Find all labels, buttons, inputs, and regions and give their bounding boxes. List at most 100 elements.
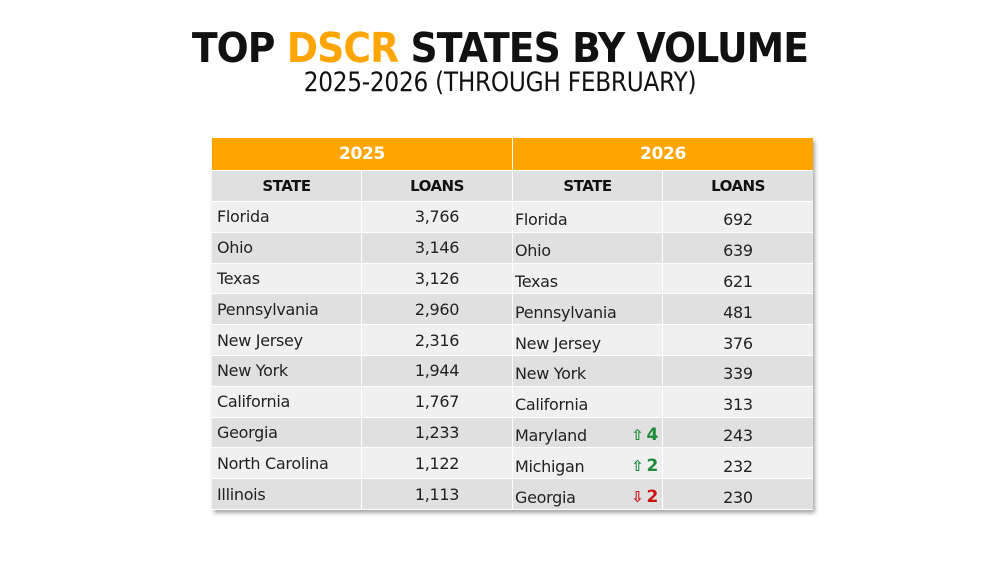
year-header: 2025 xyxy=(212,138,512,170)
state-cell: California xyxy=(513,386,662,417)
table-2025: 2025 STATE LOANS Florida 3,766 Ohio 3,146 Te… xyxy=(212,138,512,510)
table-body: Florida 692 Ohio 639 Texas 621 Pennsylvania 481… xyxy=(513,201,813,509)
table-row: Georgia ⇩ 2 230 xyxy=(513,479,813,509)
state-cell: Ohio xyxy=(513,232,662,263)
column-header-loans: LOANS xyxy=(663,171,813,201)
state-name: Pennsylvania xyxy=(217,299,319,319)
state-name: Ohio xyxy=(217,238,253,258)
state-name: Texas xyxy=(217,268,260,288)
loans-cell: 339 xyxy=(663,355,813,386)
state-name: Georgia xyxy=(217,422,278,442)
state-cell: Illinois xyxy=(212,479,361,509)
table-row: Pennsylvania 2,960 xyxy=(212,294,512,325)
state-cell: New York xyxy=(513,355,662,386)
loans-cell: 376 xyxy=(663,325,813,355)
state-cell: Texas xyxy=(513,263,662,294)
rank-change-badge: ⇧ 4 xyxy=(631,425,658,445)
state-cell: Florida xyxy=(212,202,361,232)
state-name: Ohio xyxy=(515,241,551,261)
state-name: New Jersey xyxy=(217,330,303,350)
state-cell: New York xyxy=(212,355,361,386)
rank-change-badge: ⇧ 2 xyxy=(631,456,658,476)
state-name: North Carolina xyxy=(217,453,329,473)
arrow-up-icon: ⇧ xyxy=(631,426,644,445)
state-cell: Maryland ⇧ 4 xyxy=(513,417,662,448)
column-header-loans: LOANS xyxy=(362,171,512,201)
table-row: New Jersey 376 xyxy=(513,325,813,355)
loans-cell: 481 xyxy=(663,294,813,325)
rank-change-value: 2 xyxy=(646,456,658,477)
state-name: New Jersey xyxy=(515,333,601,353)
state-name: New York xyxy=(515,364,586,384)
title-suffix: STATES BY VOLUME xyxy=(410,24,809,72)
state-cell: Georgia xyxy=(212,417,361,448)
loans-cell: 621 xyxy=(663,263,813,294)
state-name: Georgia xyxy=(515,487,576,507)
state-name: New York xyxy=(217,361,288,381)
state-cell: Pennsylvania xyxy=(513,294,662,325)
table-row: Florida 3,766 xyxy=(212,202,512,232)
table-row: New Jersey 2,316 xyxy=(212,325,512,355)
loans-cell: 313 xyxy=(663,386,813,417)
state-cell: California xyxy=(212,386,361,417)
loans-cell: 639 xyxy=(663,232,813,263)
state-cell: New Jersey xyxy=(513,325,662,355)
state-cell: New Jersey xyxy=(212,325,361,355)
state-name: Michigan xyxy=(515,456,585,476)
loans-cell: 1,944 xyxy=(362,355,512,386)
loans-cell: 3,146 xyxy=(362,232,512,263)
table-row: New York 339 xyxy=(513,355,813,386)
state-name: Pennsylvania xyxy=(515,302,617,322)
state-cell: Georgia ⇩ 2 xyxy=(513,479,662,509)
state-cell: Texas xyxy=(212,263,361,294)
arrow-down-icon: ⇩ xyxy=(631,488,644,507)
table-row: North Carolina 1,122 xyxy=(212,448,512,479)
state-name: Maryland xyxy=(515,425,587,445)
state-cell: North Carolina xyxy=(212,448,361,479)
state-name: California xyxy=(217,392,290,412)
title-prefix: TOP xyxy=(191,24,276,72)
table-body: Florida 3,766 Ohio 3,146 Texas 3,126 Pennsylva… xyxy=(212,201,512,509)
state-name: Florida xyxy=(217,207,270,227)
loans-cell: 2,316 xyxy=(362,325,512,355)
rank-change-badge: ⇩ 2 xyxy=(631,487,658,507)
loans-cell: 232 xyxy=(663,448,813,479)
table-row: Ohio 3,146 xyxy=(212,232,512,263)
state-name: Illinois xyxy=(217,484,266,504)
rank-change-value: 2 xyxy=(646,487,658,508)
table-row: Pennsylvania 481 xyxy=(513,294,813,325)
loans-cell: 1,113 xyxy=(362,479,512,509)
table-row: Michigan ⇧ 2 232 xyxy=(513,448,813,479)
table-row: Georgia 1,233 xyxy=(212,417,512,448)
arrow-up-icon: ⇧ xyxy=(631,457,644,476)
state-cell: Pennsylvania xyxy=(212,294,361,325)
state-cell: Florida xyxy=(513,202,662,232)
table-row: Florida 692 xyxy=(513,202,813,232)
table-row: Texas 621 xyxy=(513,263,813,294)
rank-change-value: 4 xyxy=(646,425,658,446)
table-row: Texas 3,126 xyxy=(212,263,512,294)
page-title: TOP DSCR STATES BY VOLUME xyxy=(40,24,960,72)
loans-cell: 1,122 xyxy=(362,448,512,479)
column-headers: STATE LOANS xyxy=(212,171,512,201)
column-headers: STATE LOANS xyxy=(513,171,813,201)
loans-cell: 3,766 xyxy=(362,202,512,232)
state-cell: Michigan ⇧ 2 xyxy=(513,448,662,479)
state-cell: Ohio xyxy=(212,232,361,263)
title-accent: DSCR xyxy=(286,24,399,72)
table-row: New York 1,944 xyxy=(212,355,512,386)
table-row: Ohio 639 xyxy=(513,232,813,263)
loans-cell: 230 xyxy=(663,479,813,509)
column-header-state: STATE xyxy=(212,171,361,201)
loans-cell: 1,233 xyxy=(362,417,512,448)
page-subtitle: 2025-2026 (THROUGH FEBRUARY) xyxy=(303,67,697,98)
year-header: 2026 xyxy=(513,138,813,170)
comparison-tables: 2025 STATE LOANS Florida 3,766 Ohio 3,146 Te… xyxy=(212,138,813,510)
loans-cell: 2,960 xyxy=(362,294,512,325)
loans-cell: 692 xyxy=(663,202,813,232)
state-name: Texas xyxy=(515,271,558,291)
loans-cell: 243 xyxy=(663,417,813,448)
table-row: Maryland ⇧ 4 243 xyxy=(513,417,813,448)
column-header-state: STATE xyxy=(513,171,662,201)
loans-cell: 1,767 xyxy=(362,386,512,417)
